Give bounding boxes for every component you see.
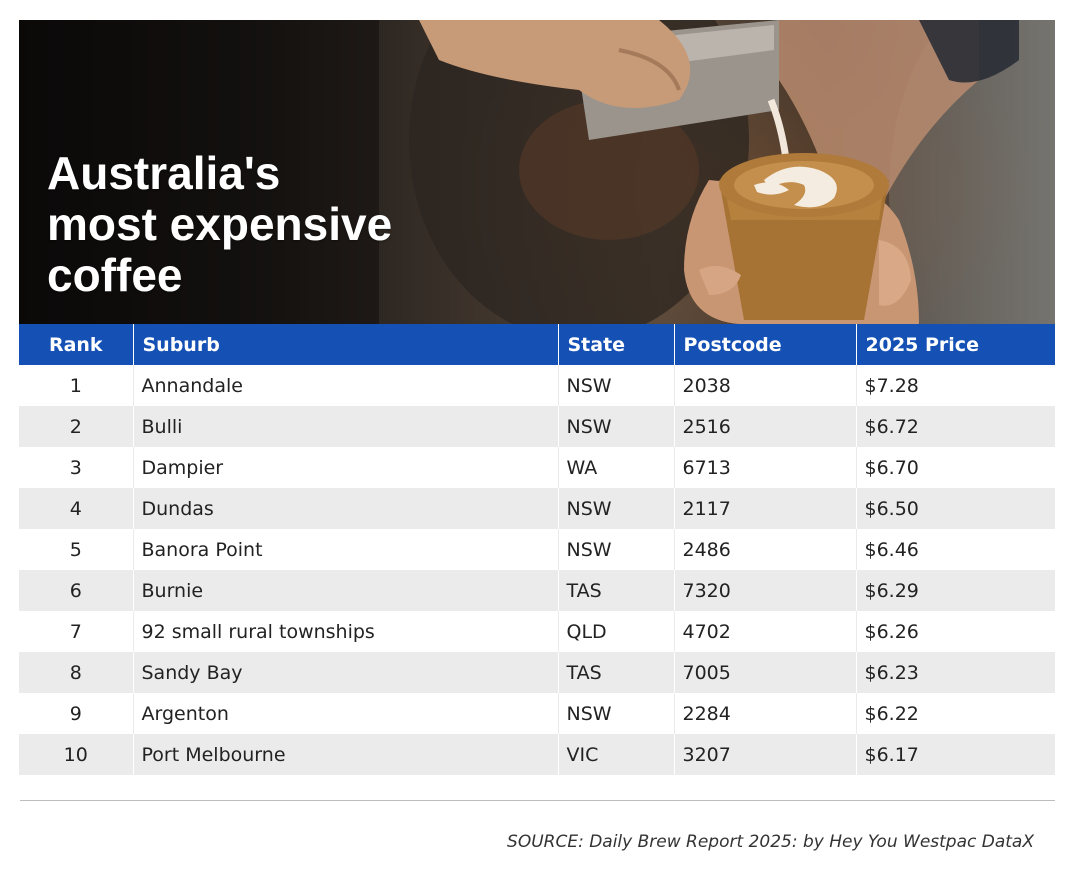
coffee-pour-illustration: [19, 20, 1055, 324]
cell-price: $6.50: [855, 488, 1055, 529]
infographic-card: Australia's most expensive coffee Rank Su…: [19, 20, 1055, 775]
cell-state: WA: [557, 447, 674, 488]
column-header-state: State: [557, 324, 674, 365]
cell-postcode: 2117: [673, 488, 856, 529]
table-row: 4 Dundas NSW 2117 $6.50: [19, 488, 1055, 529]
cell-rank: 3: [19, 447, 133, 488]
cell-state: QLD: [557, 611, 674, 652]
column-header-rank: Rank: [19, 324, 133, 365]
cell-suburb: Port Melbourne: [132, 734, 558, 775]
cell-suburb: Dundas: [132, 488, 558, 529]
cell-suburb: Annandale: [132, 365, 558, 406]
cell-state: TAS: [557, 652, 674, 693]
table-header-row: Rank Suburb State Postcode 2025 Price: [19, 324, 1055, 365]
table-row: 10 Port Melbourne VIC 3207 $6.17: [19, 734, 1055, 775]
table-row: 3 Dampier WA 6713 $6.70: [19, 447, 1055, 488]
cell-state: NSW: [557, 693, 674, 734]
cell-suburb: Dampier: [132, 447, 558, 488]
cell-postcode: 2516: [673, 406, 856, 447]
cell-rank: 7: [19, 611, 133, 652]
cell-rank: 2: [19, 406, 133, 447]
cell-state: NSW: [557, 365, 674, 406]
coffee-price-table: Rank Suburb State Postcode 2025 Price 1 Annan…: [19, 324, 1055, 775]
cell-price: $6.70: [855, 447, 1055, 488]
cell-suburb: Burnie: [132, 570, 558, 611]
cell-price: $6.46: [855, 529, 1055, 570]
cell-rank: 9: [19, 693, 133, 734]
cell-postcode: 7320: [673, 570, 856, 611]
source-note: SOURCE: Daily Brew Report 2025: by Hey Y…: [507, 832, 1034, 852]
divider: [20, 800, 1055, 801]
hero-image: Australia's most expensive coffee: [19, 20, 1055, 324]
table-row: 5 Banora Point NSW 2486 $6.46: [19, 529, 1055, 570]
cell-price: $6.26: [855, 611, 1055, 652]
table-row: 7 92 small rural townships QLD 4702 $6.26: [19, 611, 1055, 652]
column-header-suburb: Suburb: [132, 324, 558, 365]
cell-rank: 1: [19, 365, 133, 406]
column-header-postcode: Postcode: [673, 324, 856, 365]
cell-suburb: Sandy Bay: [132, 652, 558, 693]
cell-rank: 6: [19, 570, 133, 611]
cell-suburb: 92 small rural townships: [132, 611, 558, 652]
cell-state: NSW: [557, 488, 674, 529]
cell-rank: 8: [19, 652, 133, 693]
table-row: 9 Argenton NSW 2284 $6.22: [19, 693, 1055, 734]
column-header-price: 2025 Price: [855, 324, 1055, 365]
cell-state: VIC: [557, 734, 674, 775]
cell-price: $6.29: [855, 570, 1055, 611]
cell-price: $6.22: [855, 693, 1055, 734]
cell-rank: 5: [19, 529, 133, 570]
table-body: 1 Annandale NSW 2038 $7.28 2 Bulli NSW 2516 $6.72…: [19, 365, 1055, 775]
cell-postcode: 2486: [673, 529, 856, 570]
cell-suburb: Argenton: [132, 693, 558, 734]
cell-price: $6.72: [855, 406, 1055, 447]
table-row: 2 Bulli NSW 2516 $6.72: [19, 406, 1055, 447]
cell-postcode: 7005: [673, 652, 856, 693]
cell-postcode: 3207: [673, 734, 856, 775]
page-title: Australia's most expensive coffee: [47, 147, 393, 301]
cell-state: NSW: [557, 529, 674, 570]
cell-postcode: 2284: [673, 693, 856, 734]
cell-price: $6.17: [855, 734, 1055, 775]
cell-postcode: 4702: [673, 611, 856, 652]
cell-postcode: 2038: [673, 365, 856, 406]
table-row: 6 Burnie TAS 7320 $6.29: [19, 570, 1055, 611]
cell-state: NSW: [557, 406, 674, 447]
table-row: 8 Sandy Bay TAS 7005 $6.23: [19, 652, 1055, 693]
table-row: 1 Annandale NSW 2038 $7.28: [19, 365, 1055, 406]
cell-price: $6.23: [855, 652, 1055, 693]
cell-price: $7.28: [855, 365, 1055, 406]
cell-suburb: Banora Point: [132, 529, 558, 570]
cell-rank: 10: [19, 734, 133, 775]
cell-rank: 4: [19, 488, 133, 529]
cell-postcode: 6713: [673, 447, 856, 488]
cell-suburb: Bulli: [132, 406, 558, 447]
cell-state: TAS: [557, 570, 674, 611]
